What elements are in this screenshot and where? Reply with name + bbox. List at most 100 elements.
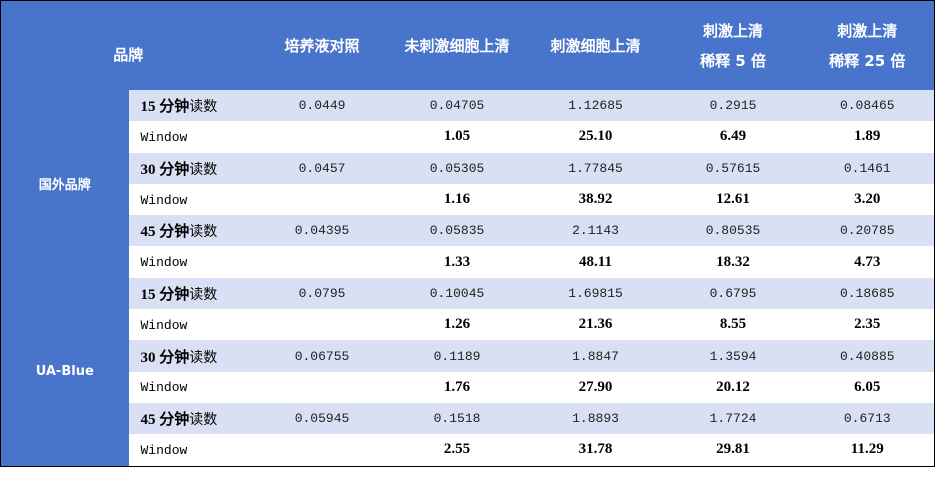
reading-cell: 0.20785 (800, 215, 935, 247)
header-row: 品牌 培养液对照 未刺激细胞上清 刺激细胞上清 刺激上清 稀释 5 倍刺激上清 稀释 25… (0, 0, 935, 90)
window-cell: 1.89 (800, 121, 935, 153)
column-header-line: 未刺激细胞上清 (404, 36, 510, 55)
column-header: 培养液对照 (255, 0, 389, 90)
reading-cell: 0.0795 (255, 277, 389, 310)
reading-cell: 0.1461 (800, 152, 935, 184)
reading-cell: 0.57615 (665, 152, 801, 184)
window-cell: 25.10 (525, 121, 666, 153)
window-cell: 1.33 (388, 246, 526, 278)
row-label: Window (128, 309, 256, 341)
window-cell: 1.16 (388, 183, 526, 216)
header-brand: 品牌 (0, 0, 256, 90)
window-cell (255, 371, 389, 403)
data-table: 品牌 培养液对照 未刺激细胞上清 刺激细胞上清 刺激上清 稀释 5 倍刺激上清 稀释 25… (0, 0, 936, 467)
reading-cell: 1.7724 (665, 402, 801, 435)
reading-cell: 0.08465 (800, 90, 935, 122)
row-label-time: 30 分钟 (140, 349, 190, 366)
window-cell: 21.36 (525, 309, 666, 341)
reading-cell: 1.8893 (525, 402, 666, 435)
window-cell: 48.11 (525, 246, 666, 278)
row-label-suffix: 读数 (189, 99, 218, 116)
reading-cell: 0.40885 (800, 340, 935, 372)
table-row: 45 分钟读数 0.04395 0.05835 2.1143 0.80535 0.2078… (1, 215, 935, 247)
reading-cell: 0.1189 (388, 340, 526, 372)
column-header-line: 培养液对照 (284, 36, 360, 55)
column-header-line: 刺激上清 (837, 21, 898, 40)
reading-cell: 0.05835 (388, 215, 526, 247)
window-cell: 12.61 (665, 183, 801, 216)
row-label-time: 30 分钟 (140, 161, 190, 178)
window-cell: 18.32 (665, 246, 801, 278)
table-row: Window 1.16 38.92 12.61 3.20 (1, 183, 935, 216)
window-cell: 6.49 (665, 121, 801, 153)
row-label-time: 45 分钟 (140, 224, 190, 241)
reading-cell: 0.05945 (255, 402, 389, 435)
window-cell: 3.20 (800, 183, 935, 216)
column-header: 刺激上清稀释 5 倍 (665, 0, 801, 90)
window-cell (255, 121, 389, 153)
column-header: 未刺激细胞上清 (388, 0, 526, 90)
window-cell: 31.78 (525, 434, 666, 467)
table-row: Window 1.05 25.10 6.49 1.89 (1, 121, 935, 153)
table-row: 30 分钟读数 0.06755 0.1189 1.8847 1.3594 0.40885 (1, 340, 935, 372)
table-row: Window 1.33 48.11 18.32 4.73 (1, 246, 935, 278)
reading-cell: 2.1143 (525, 215, 666, 247)
reading-cell: 0.0449 (255, 90, 389, 122)
row-label: 15 分钟读数 (128, 90, 256, 122)
window-cell (255, 183, 389, 216)
row-label-suffix: 读数 (189, 161, 218, 178)
window-cell: 6.05 (800, 371, 935, 403)
row-label-window: Window (140, 255, 188, 271)
row-label: Window (128, 434, 256, 467)
reading-cell: 0.80535 (665, 215, 801, 247)
window-cell: 2.35 (800, 309, 935, 341)
window-cell: 2.55 (388, 434, 526, 467)
row-label-suffix: 读数 (189, 286, 218, 303)
row-label: 30 分钟读数 (128, 340, 256, 372)
row-label: Window (128, 371, 256, 403)
row-label-window: Window (140, 192, 188, 208)
table-row: Window 2.55 31.78 29.81 11.29 (1, 434, 935, 467)
window-cell (255, 246, 389, 278)
reading-cell: 0.04395 (255, 215, 389, 247)
row-label-suffix: 读数 (189, 412, 218, 429)
reading-cell: 0.6795 (665, 277, 801, 310)
reading-cell: 1.8847 (525, 340, 666, 372)
row-label: 45 分钟读数 (128, 215, 256, 247)
row-label: 45 分钟读数 (128, 402, 256, 435)
row-label-time: 15 分钟 (140, 99, 190, 116)
column-header-line: 稀释 5 倍 (700, 51, 766, 70)
row-label: Window (128, 246, 256, 278)
column-header-line: 稀释 25 倍 (829, 51, 906, 70)
table-row: 国外品牌 15 分钟读数 0.0449 0.04705 1.12685 0.2915 0.0… (0, 90, 935, 278)
window-cell (255, 309, 389, 341)
row-label: Window (128, 183, 256, 216)
brand-cell: UA-Blue (0, 277, 129, 467)
window-cell: 8.55 (665, 309, 801, 341)
reading-cell: 0.06755 (255, 340, 389, 372)
window-cell (255, 434, 389, 467)
table-row: 30 分钟读数 0.0457 0.05305 1.77845 0.57615 0.1461 (1, 152, 935, 184)
reading-cell: 1.12685 (525, 90, 666, 122)
column-header-line: 刺激细胞上清 (550, 36, 641, 55)
column-header-line: 刺激上清 (703, 21, 764, 40)
row-label: 15 分钟读数 (128, 277, 256, 310)
row-label-suffix: 读数 (189, 349, 218, 366)
reading-cell: 1.69815 (525, 277, 666, 310)
reading-cell: 0.6713 (800, 402, 935, 435)
row-label-time: 45 分钟 (140, 412, 190, 429)
row-label-window: Window (140, 317, 188, 333)
brand-cell: 国外品牌 (0, 90, 129, 278)
column-header: 刺激上清稀释 25 倍 (800, 0, 935, 90)
reading-cell: 0.10045 (388, 277, 526, 310)
row-label: Window (128, 121, 256, 153)
row-label-window: Window (140, 442, 188, 458)
column-header: 刺激细胞上清 (525, 0, 666, 90)
window-cell: 11.29 (800, 434, 935, 467)
window-cell: 1.05 (388, 121, 526, 153)
reading-cell: 0.1518 (388, 402, 526, 435)
table-row: Window 1.26 21.36 8.55 2.35 (1, 309, 935, 341)
table-row: 45 分钟读数 0.05945 0.1518 1.8893 1.7724 0.6713 (1, 402, 935, 435)
reading-cell: 0.04705 (388, 90, 526, 122)
window-cell: 38.92 (525, 183, 666, 216)
